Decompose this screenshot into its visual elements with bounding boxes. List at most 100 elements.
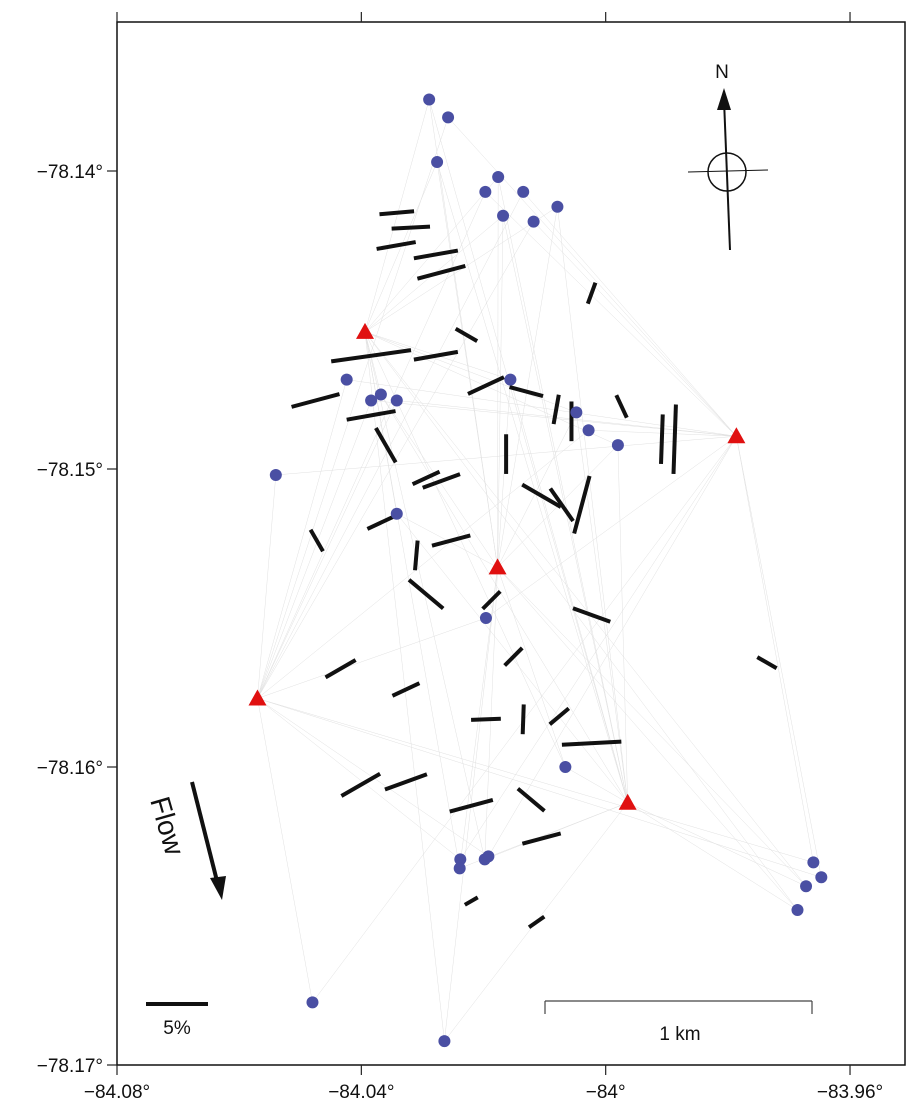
strain-bar xyxy=(416,263,466,281)
strain-bar xyxy=(572,475,592,535)
strain-bar xyxy=(374,426,398,464)
station-dot xyxy=(306,996,319,1009)
strain-bar xyxy=(756,655,778,671)
network-line xyxy=(497,206,558,568)
network-line xyxy=(485,191,737,437)
network-line xyxy=(497,215,504,568)
network-line xyxy=(257,698,313,1003)
network-line xyxy=(497,176,499,568)
km-scale-bar xyxy=(544,1000,813,1014)
station-dot xyxy=(423,93,436,106)
station-dot xyxy=(582,424,595,437)
station-network xyxy=(257,99,822,1042)
network-line xyxy=(497,379,511,568)
y-tick-label: −78.15° xyxy=(37,460,103,481)
station-dot xyxy=(497,209,510,222)
strain-bar xyxy=(521,482,562,509)
network-line xyxy=(364,331,460,869)
network-line xyxy=(627,802,798,911)
x-tick-label: −84.04° xyxy=(328,1082,394,1103)
network-line xyxy=(257,698,822,878)
network-line xyxy=(484,802,628,860)
network-line xyxy=(380,394,628,803)
station-dot xyxy=(492,170,505,183)
gps-triangle xyxy=(488,558,507,575)
network-line xyxy=(565,766,628,803)
x-tick-label: −83.96° xyxy=(817,1082,883,1103)
network-line xyxy=(364,331,807,887)
strain-bar xyxy=(508,385,544,398)
gps-triangle xyxy=(248,689,267,706)
station-dot xyxy=(815,871,828,884)
strain-bar xyxy=(521,831,562,846)
strain-bar xyxy=(467,375,505,396)
strain-bar xyxy=(346,409,396,422)
strain-scale-label: 5% xyxy=(163,1018,191,1039)
strain-bar xyxy=(413,540,420,571)
network-line xyxy=(257,617,487,699)
network-line xyxy=(396,400,737,437)
network-line xyxy=(364,331,577,413)
strain-bar xyxy=(291,392,340,409)
strain-bar xyxy=(407,578,445,611)
station-dot xyxy=(442,111,455,124)
strain-bar xyxy=(391,681,421,698)
strain-bar xyxy=(413,248,459,261)
station-dot xyxy=(800,880,813,893)
strain-bar xyxy=(503,646,524,667)
north-arrow xyxy=(687,88,769,251)
network-line xyxy=(510,379,628,803)
strain-bar xyxy=(585,282,598,305)
station-dot xyxy=(504,373,517,386)
network-line xyxy=(364,99,430,332)
network-line xyxy=(257,474,277,699)
station-dot xyxy=(791,904,804,917)
strain-bar xyxy=(527,914,546,929)
network-line xyxy=(497,567,807,887)
network-line xyxy=(346,379,737,437)
x-tick-label: −84° xyxy=(586,1082,626,1103)
network-line xyxy=(364,331,445,1042)
strain-bar xyxy=(454,326,479,343)
network-line xyxy=(627,802,807,887)
y-tick-label: −78.14° xyxy=(37,162,103,183)
strain-bar xyxy=(324,658,357,680)
network-line xyxy=(485,436,737,619)
network-line xyxy=(497,567,566,768)
network-line xyxy=(617,445,628,803)
plot-frame xyxy=(116,21,906,1066)
strain-bar xyxy=(548,487,575,523)
strain-bar xyxy=(520,704,526,735)
y-tick-label: −78.16° xyxy=(37,758,103,779)
strain-bar xyxy=(481,589,502,611)
strain-bar xyxy=(411,469,441,487)
gps-triangle xyxy=(356,322,375,339)
strain-bar xyxy=(614,394,629,419)
strain-bar xyxy=(548,706,571,726)
network-line xyxy=(460,436,737,860)
strain-bar xyxy=(340,771,382,798)
station-dot xyxy=(269,468,282,481)
network-line xyxy=(497,567,798,911)
station-dot xyxy=(479,612,492,624)
network-line xyxy=(447,117,737,437)
strain-bar xyxy=(516,787,546,813)
station-dot xyxy=(570,406,583,419)
station-dot xyxy=(454,853,467,866)
station-dot xyxy=(807,856,820,869)
station-dot xyxy=(340,373,353,386)
north-label: N xyxy=(715,62,729,83)
x-tick-label: −84.08° xyxy=(84,1082,150,1103)
strain-bar xyxy=(330,348,412,364)
network-line xyxy=(257,379,347,699)
station-dot xyxy=(478,853,491,866)
network-line xyxy=(484,567,498,860)
gps-triangle xyxy=(618,793,637,810)
strain-bar xyxy=(376,240,417,251)
strain-bar xyxy=(391,224,431,231)
station-dot xyxy=(438,1035,451,1048)
strain-bar xyxy=(431,533,471,548)
station-dot xyxy=(551,200,564,213)
station-dot xyxy=(365,394,378,407)
